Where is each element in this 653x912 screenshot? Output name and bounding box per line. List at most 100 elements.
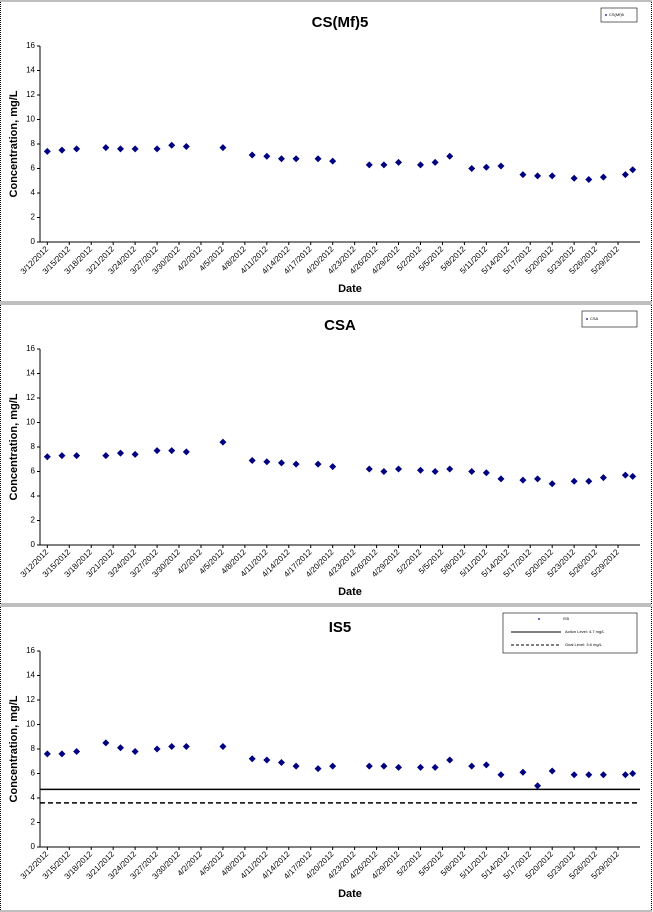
chart-title: IS5 — [329, 619, 352, 636]
data-point — [416, 466, 424, 474]
data-point — [570, 771, 578, 779]
data-point — [116, 449, 124, 457]
data-point — [168, 141, 176, 149]
data-point — [263, 458, 271, 466]
y-tick-label: 2 — [31, 818, 36, 827]
y-axis-label: Concentration, mg/L — [8, 393, 20, 500]
data-point — [548, 767, 556, 775]
data-point — [43, 750, 51, 758]
data-point — [395, 763, 403, 771]
data-point — [621, 771, 629, 779]
data-point — [153, 745, 161, 753]
y-tick-label: 10 — [26, 418, 35, 427]
data-point — [43, 453, 51, 461]
data-point — [629, 472, 637, 480]
panel-border — [0, 303, 652, 605]
chart-panel: IS502468101214163/12/20123/15/20123/18/2… — [0, 605, 652, 912]
data-point — [446, 465, 454, 473]
chart-panel: CS(Mf)502468101214163/12/20123/15/20123/… — [0, 0, 652, 303]
data-point — [534, 782, 542, 790]
y-tick-label: 10 — [26, 720, 35, 729]
data-point — [497, 475, 505, 483]
data-point — [314, 460, 322, 468]
data-point — [131, 747, 139, 755]
data-point — [629, 166, 637, 174]
y-tick-label: 4 — [31, 491, 36, 500]
data-point — [116, 145, 124, 153]
data-point — [548, 172, 556, 180]
y-tick-label: 8 — [31, 139, 36, 148]
data-point — [570, 477, 578, 485]
data-point — [482, 163, 490, 171]
data-point — [431, 763, 439, 771]
y-tick-label: 14 — [26, 369, 35, 378]
data-point — [380, 161, 388, 169]
x-axis-label: Date — [338, 888, 362, 900]
data-point — [73, 452, 81, 460]
y-tick-label: 2 — [31, 516, 36, 525]
data-point — [43, 147, 51, 155]
data-point — [446, 152, 454, 160]
data-point — [570, 174, 578, 182]
data-point — [519, 476, 527, 484]
x-axis-label: Date — [338, 586, 362, 598]
data-point — [277, 758, 285, 766]
data-point — [168, 447, 176, 455]
y-axis-label: Concentration, mg/L — [8, 695, 20, 802]
data-point — [329, 157, 337, 165]
y-tick-label: 16 — [26, 344, 35, 353]
data-point — [365, 465, 373, 473]
data-point — [182, 743, 190, 751]
y-tick-label: 16 — [26, 41, 35, 50]
data-point — [497, 771, 505, 779]
data-point — [292, 460, 300, 468]
y-tick-label: 10 — [26, 115, 35, 124]
y-tick-label: 12 — [26, 90, 35, 99]
data-point — [468, 468, 476, 475]
legend-label: IS5 — [563, 616, 570, 621]
legend-marker — [586, 318, 588, 320]
data-point — [102, 739, 110, 747]
data-point — [314, 765, 322, 773]
data-point — [168, 743, 176, 751]
data-point — [585, 771, 593, 779]
y-tick-label: 6 — [31, 164, 36, 173]
data-point — [482, 469, 490, 477]
data-point — [548, 480, 556, 488]
chart-title: CS(Mf)5 — [312, 14, 369, 31]
y-tick-label: 12 — [26, 393, 35, 402]
legend-marker — [605, 14, 607, 16]
legend-marker — [538, 618, 540, 620]
legend-label: CSA — [590, 316, 599, 321]
data-point — [102, 452, 110, 460]
data-point — [248, 456, 256, 464]
data-point — [329, 762, 337, 770]
x-axis-label: Date — [338, 283, 362, 295]
data-point — [599, 474, 607, 482]
data-point — [219, 144, 227, 152]
data-point — [277, 459, 285, 467]
data-point — [621, 171, 629, 179]
data-point — [73, 145, 81, 153]
data-point — [431, 468, 439, 475]
legend-box — [581, 310, 638, 328]
data-point — [599, 771, 607, 779]
data-point — [263, 152, 271, 160]
y-tick-label: 14 — [26, 66, 35, 75]
legend-label: Goal Level: 3.6 mg/L — [565, 642, 603, 647]
data-point — [58, 452, 66, 460]
y-tick-label: 6 — [31, 467, 36, 476]
data-point — [395, 158, 403, 166]
data-point — [102, 144, 110, 152]
data-point — [131, 450, 139, 458]
data-point — [629, 770, 637, 777]
data-point — [182, 142, 190, 150]
data-point — [585, 477, 593, 485]
data-point — [468, 762, 476, 770]
y-tick-label: 16 — [26, 646, 35, 655]
data-point — [585, 176, 593, 184]
data-point — [446, 756, 454, 764]
data-point — [365, 161, 373, 169]
legend-box — [502, 612, 638, 654]
